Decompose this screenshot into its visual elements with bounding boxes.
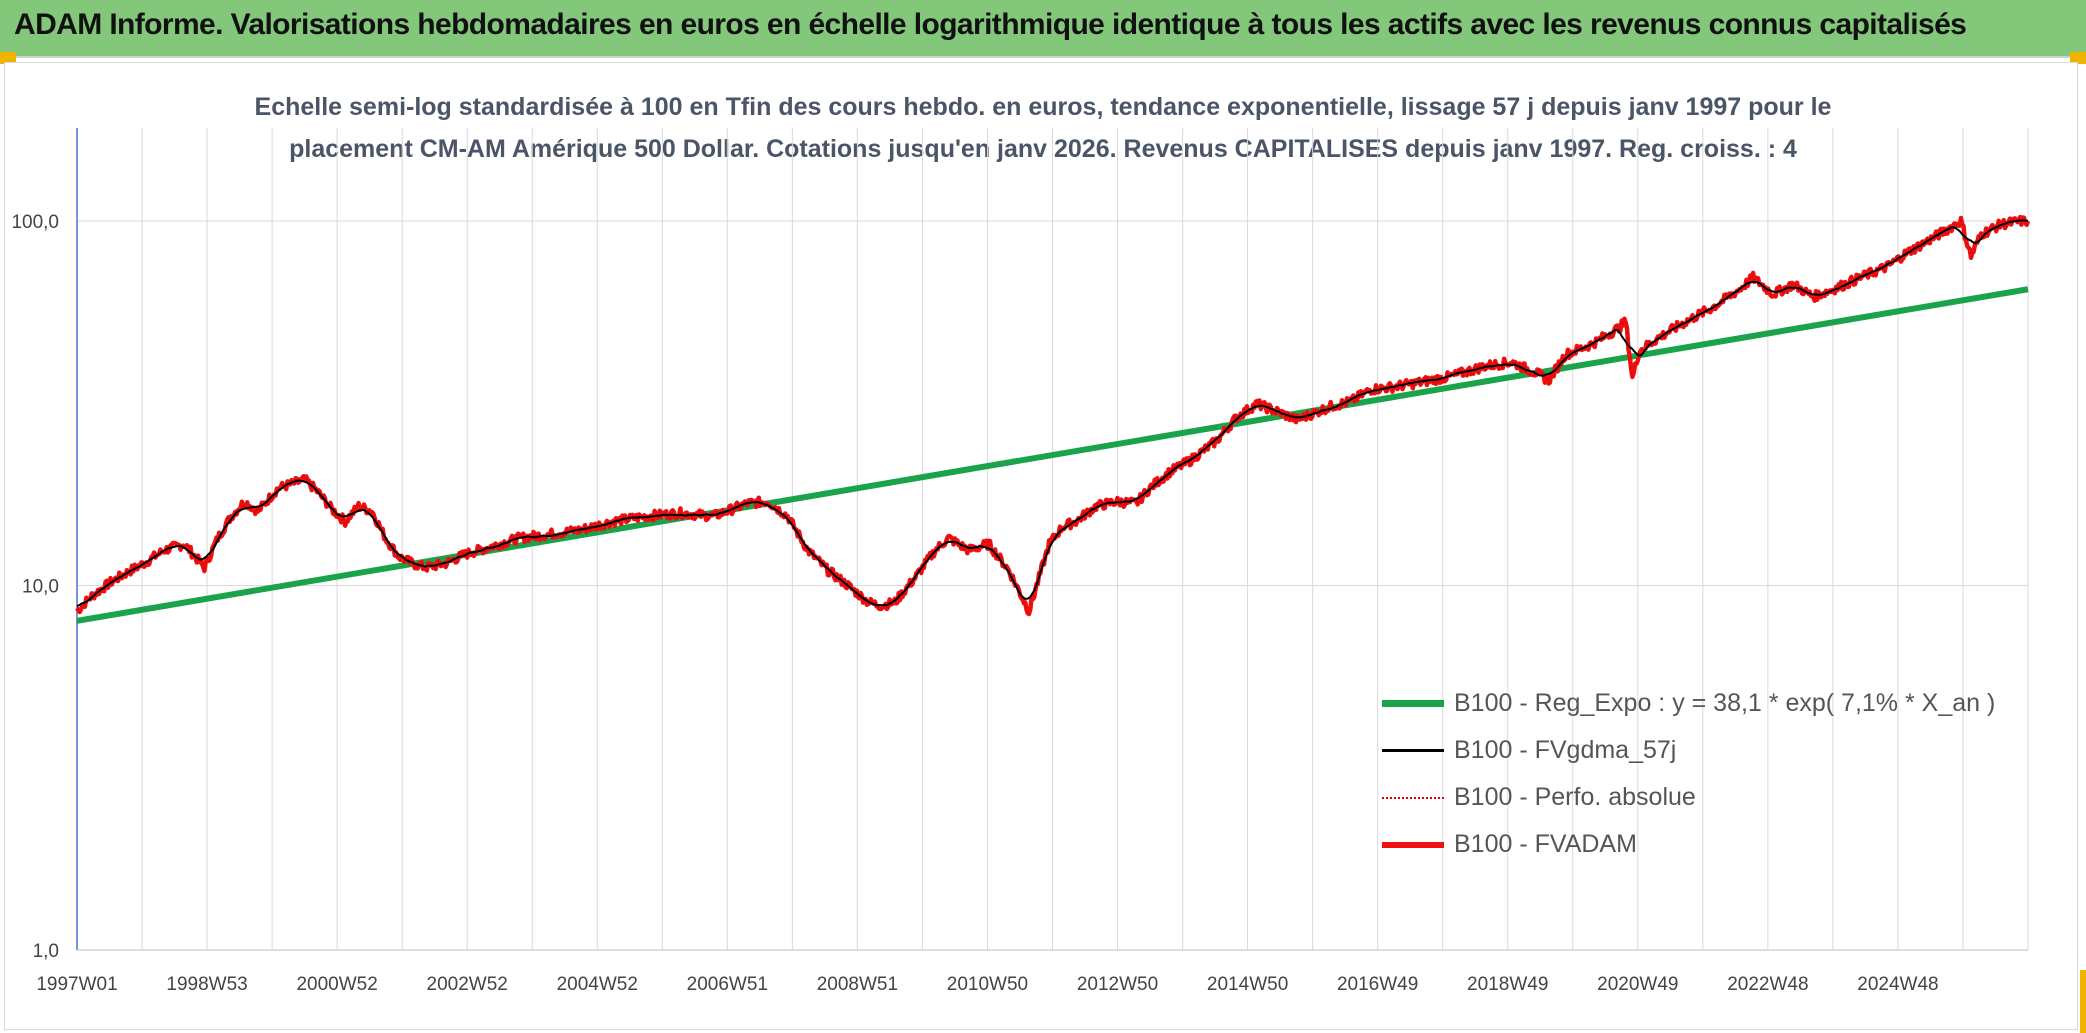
y-tick-label: 1,0 <box>33 941 59 962</box>
x-tick-label: 2002W52 <box>427 974 508 995</box>
y-tick-label: 100,0 <box>11 212 59 233</box>
x-tick-label: 2008W51 <box>817 974 898 995</box>
chart-title-line-2: placement CM-AM Amérique 500 Dollar. Cot… <box>289 135 1797 163</box>
legend-item-perf-absolue: B100 - Perfo. absolue <box>1382 774 2062 821</box>
x-tick-label: 2006W51 <box>687 974 768 995</box>
chart-title: Echelle semi-log standardisée à 100 en T… <box>0 86 2086 170</box>
corner-marker-left <box>0 52 16 64</box>
x-tick-label: 2018W49 <box>1467 974 1548 995</box>
corner-marker-right <box>2070 52 2086 64</box>
chart-title-line-1: Echelle semi-log standardisée à 100 en T… <box>254 93 1832 121</box>
axis-layer: 1997W01 1998W53 2000W52 2002W52 2004W52 2006W… <box>11 128 2028 995</box>
series-reg-expo-line <box>76 286 2029 624</box>
legend-item-moving-average: B100 - FVgdma_57j <box>1382 727 2062 774</box>
x-tick-label: 2000W52 <box>296 974 377 995</box>
legend-swatch-perf-absolue <box>1382 796 1444 799</box>
report-banner: ADAM Informe. Valorisations hebdomadaire… <box>0 0 2086 58</box>
chart-legend: B100 - Reg_Expo : y = 38,1 * exp( 7,1% *… <box>1382 680 2062 868</box>
legend-label-regression: B100 - Reg_Expo : y = 38,1 * exp( 7,1% *… <box>1454 689 1996 717</box>
legend-swatch-regression <box>1382 700 1444 707</box>
report-title: ADAM Informe. Valorisations hebdomadaire… <box>14 8 1967 41</box>
x-tick-label: 1998W53 <box>166 974 247 995</box>
y-tick-label: 10,0 <box>22 577 59 598</box>
x-tick-label: 2020W49 <box>1597 974 1678 995</box>
edge-marker-right <box>2080 970 2086 1033</box>
x-tick-label: 2016W49 <box>1337 974 1418 995</box>
x-tick-label: 2022W48 <box>1727 974 1808 995</box>
legend-label-fvadam: B100 - FVADAM <box>1454 830 1637 858</box>
legend-label-perf-absolue: B100 - Perfo. absolue <box>1454 783 1696 811</box>
legend-item-fvadam: B100 - FVADAM <box>1382 821 2062 868</box>
series-layer <box>75 214 2031 624</box>
x-tick-label: 2010W50 <box>947 974 1028 995</box>
series-fvgdma-line <box>76 219 2029 608</box>
x-tick-label: 2012W50 <box>1077 974 1158 995</box>
x-tick-label: 2024W48 <box>1857 974 1938 995</box>
grid-layer <box>76 128 2029 951</box>
x-tick-label: 1997W01 <box>36 974 117 995</box>
legend-label-moving-average: B100 - FVgdma_57j <box>1454 736 1677 764</box>
legend-item-regression: B100 - Reg_Expo : y = 38,1 * exp( 7,1% *… <box>1382 680 2062 727</box>
x-tick-label: 2004W52 <box>557 974 638 995</box>
legend-swatch-moving-average <box>1382 749 1444 752</box>
legend-swatch-fvadam <box>1382 841 1444 848</box>
chart-area <box>4 62 2078 1030</box>
x-tick-label: 2014W50 <box>1207 974 1288 995</box>
